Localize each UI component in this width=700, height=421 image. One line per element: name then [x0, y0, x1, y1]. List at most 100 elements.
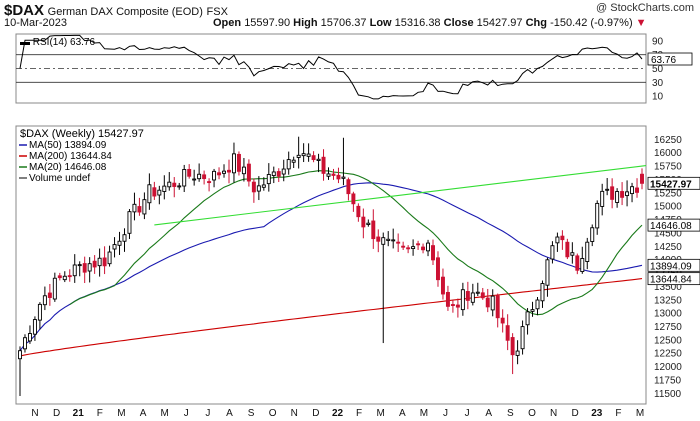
candle	[366, 219, 371, 227]
candle-body	[57, 275, 62, 279]
candle	[137, 197, 142, 216]
price-tick-label: 15250	[654, 188, 682, 199]
price-last-value-label: 13894.09	[650, 261, 692, 272]
candle	[436, 251, 440, 287]
x-tick-label: 23	[591, 408, 603, 419]
candle-body	[142, 199, 147, 215]
candle-body	[117, 240, 122, 246]
candle	[187, 164, 192, 179]
candle-body	[346, 179, 351, 195]
rsi-tick-label: 50	[652, 64, 664, 75]
candle	[440, 268, 445, 300]
candle	[545, 257, 550, 297]
candle	[386, 231, 391, 247]
price-tick-label: 12000	[654, 362, 682, 373]
candle	[510, 333, 515, 375]
candle-body	[565, 241, 570, 258]
candle	[281, 159, 286, 182]
ma200-line	[19, 278, 643, 357]
candle-body	[82, 263, 87, 273]
high-value: 15706.37	[320, 17, 367, 29]
candle	[401, 241, 406, 251]
candle	[291, 156, 296, 169]
candle	[22, 334, 27, 353]
candle-body	[575, 255, 580, 271]
copyright[interactable]: @ StockCharts.com	[596, 2, 694, 14]
candle-body	[465, 291, 470, 301]
candle	[500, 309, 505, 333]
candle	[102, 246, 107, 275]
candle-body	[366, 222, 371, 225]
candle-body	[227, 169, 231, 173]
candle-body	[67, 275, 72, 278]
candle	[580, 246, 585, 274]
candle	[222, 164, 226, 178]
candle-body	[411, 246, 416, 250]
candle-body	[182, 169, 187, 187]
chart-date: 10-Mar-2023	[4, 17, 67, 29]
candle-body	[77, 264, 82, 267]
candle-body	[37, 303, 42, 321]
candle	[351, 191, 356, 212]
candle	[107, 245, 112, 267]
candle-body	[217, 172, 222, 176]
price-tick-label: 14250	[654, 242, 682, 253]
candle	[27, 325, 32, 344]
candle-body	[112, 244, 117, 250]
price-last-value-box	[647, 176, 700, 190]
candle	[266, 163, 271, 192]
price-tick-label: 15000	[654, 202, 682, 213]
candle	[87, 257, 92, 283]
candle-body	[455, 304, 460, 308]
candle-body	[391, 239, 396, 242]
candle-body	[22, 337, 27, 350]
candle	[212, 168, 217, 188]
candle-body	[127, 211, 132, 234]
price-tick-label: 14500	[654, 228, 682, 239]
candle	[331, 168, 336, 180]
candle-body	[485, 297, 490, 308]
down-triangle-icon: ▼	[635, 17, 647, 29]
x-tick-label: N	[31, 408, 38, 419]
candle-body	[251, 181, 256, 193]
symbol: $DAX	[4, 2, 45, 19]
candle	[475, 282, 480, 297]
candle-body	[615, 191, 620, 203]
ohlc-readout: Open 15597.90 High 15706.37 Low 15316.38…	[213, 17, 647, 29]
candle-body	[281, 168, 286, 175]
candle	[197, 163, 202, 182]
rsi-tick-label: 90	[652, 36, 664, 47]
candle-body	[406, 247, 411, 250]
price-tick-label: 13250	[654, 295, 682, 306]
candle-body	[440, 276, 445, 295]
price-tick-label: 15750	[654, 162, 682, 173]
candle	[495, 293, 500, 328]
rsi-last-value-label: 63.76	[651, 55, 676, 66]
candle-body	[157, 189, 162, 196]
candle-body	[102, 257, 107, 267]
candle-body	[47, 292, 52, 298]
x-tick-label: A	[226, 408, 233, 419]
rsi-tick-label: 10	[652, 92, 664, 103]
x-tick-label: M	[160, 408, 168, 419]
candle-body	[535, 299, 540, 310]
candle-body	[137, 206, 142, 213]
high-label: High	[293, 17, 318, 29]
candle-body	[426, 242, 431, 252]
candle-body	[545, 259, 550, 286]
x-tick-label: M	[117, 408, 125, 419]
candle	[172, 177, 177, 198]
candle	[535, 296, 540, 316]
price-panel-frame	[15, 125, 647, 405]
x-tick-label: D	[53, 408, 60, 419]
candle	[640, 168, 644, 190]
candle	[47, 283, 52, 306]
candle-body	[291, 159, 296, 163]
candle-body	[241, 166, 246, 175]
candle-body	[341, 176, 346, 179]
x-tick-label: J	[465, 408, 470, 419]
candle-body	[207, 181, 212, 184]
candle-body	[187, 168, 192, 177]
candle	[595, 200, 600, 235]
